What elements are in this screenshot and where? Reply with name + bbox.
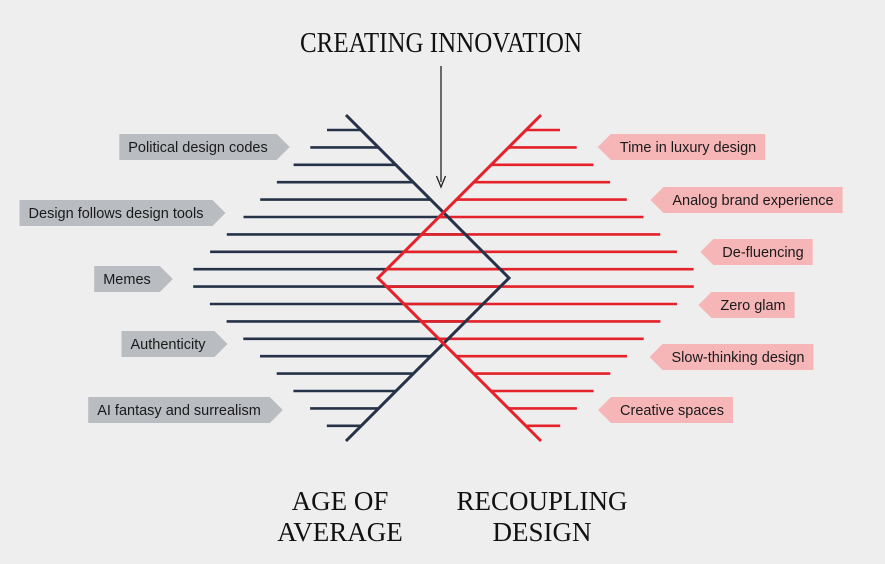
right-label-tag (597, 134, 766, 160)
left-label-text: AI fantasy and surrealism (97, 403, 261, 419)
right-label-4: Zero glam (698, 292, 795, 318)
right-label-tag (700, 239, 813, 265)
left-label-tag (119, 134, 290, 160)
right-label-text: Creative spaces (620, 403, 724, 419)
left-label-2: Design follows design tools (19, 200, 226, 226)
left-chevron (344, 113, 512, 443)
right-label-tag (649, 344, 814, 370)
right-label-tag (650, 187, 843, 213)
diagram-title: CREATING INNOVATION (300, 27, 582, 59)
right-label-tag (698, 292, 795, 318)
right-label-text: Analog brand experience (672, 193, 833, 209)
right-label-6: Creative spaces (598, 397, 733, 423)
left-label-4: Authenticity (121, 331, 228, 357)
left-label-text: Design follows design tools (29, 206, 204, 222)
right-label-tag (598, 397, 733, 423)
right-label-text: Zero glam (720, 298, 785, 314)
left-bracket-lines (193, 128, 501, 428)
right-bracket-lines (386, 128, 694, 428)
right-label-2: Analog brand experience (650, 187, 843, 213)
right-label-3: De-fluencing (700, 239, 813, 265)
left-label-1: Political design codes (119, 134, 290, 160)
right-label-text: Slow-thinking design (672, 350, 805, 366)
left-heading-line-2: AVERAGE (277, 517, 403, 547)
left-heading-line-1: AGE OF (292, 486, 389, 516)
left-labels: Political design codes Design follows des… (19, 134, 290, 423)
left-label-tag (88, 397, 283, 423)
left-label-tag (121, 331, 228, 357)
right-heading-line-2: DESIGN (493, 517, 592, 547)
left-label-text: Authenticity (131, 337, 207, 353)
right-label-text: De-fluencing (722, 245, 803, 261)
right-heading-line-1: RECOUPLING (456, 486, 627, 516)
left-label-tag (94, 266, 173, 292)
right-label-1: Time in luxury design (597, 134, 766, 160)
left-label-tag (19, 200, 226, 226)
right-chevron (375, 113, 543, 443)
arrow-head (435, 175, 447, 189)
right-label-text: Time in luxury design (620, 140, 756, 156)
left-label-text: Political design codes (128, 140, 267, 156)
right-labels: Time in luxury design Analog brand experi… (597, 134, 843, 423)
left-label-text: Memes (103, 272, 151, 288)
right-label-5: Slow-thinking design (649, 344, 814, 370)
left-label-3: Memes (94, 266, 173, 292)
left-label-5: AI fantasy and surrealism (88, 397, 283, 423)
